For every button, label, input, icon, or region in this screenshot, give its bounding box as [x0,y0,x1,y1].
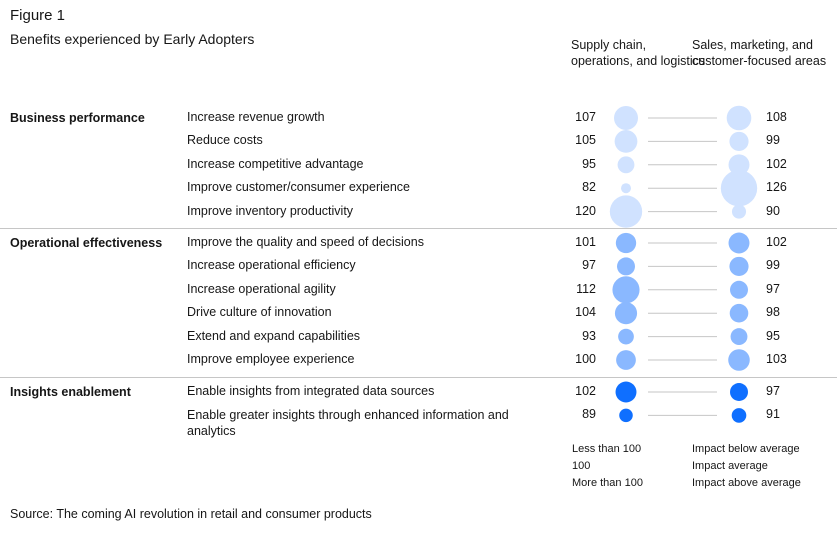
bubble-right [720,170,758,207]
value-right: 103 [766,352,787,366]
group-separator [0,228,837,229]
value-right: 97 [766,281,780,296]
bubble-left [614,302,638,325]
value-right: 95 [766,328,780,343]
row-label: Increase operational agility [187,281,336,296]
column-header-sales-marketing: Sales, marketing, and customer-focused a… [692,38,827,68]
bubble-left [609,195,643,228]
value-left: 104 [575,305,596,320]
row-label: Increase revenue growth [187,110,325,124]
row-label: Improve employee experience [187,352,355,366]
legend-size-equal: 100 [572,460,591,472]
row-label: Improve inventory productivity [187,203,354,218]
value-left: 82 [582,180,596,195]
bubble-left [617,257,635,276]
bubble-right [731,408,747,423]
source-note: Source: The coming AI revolution in reta… [10,507,372,521]
value-right: 91 [766,407,780,422]
row-label: Improve the quality and speed of decisio… [187,235,424,249]
legend-impact-below: Impact below average [692,443,800,455]
bubble-left [614,130,638,153]
group-separator [0,377,837,378]
row-label: Reduce costs [187,133,263,148]
group-label: Operational effectiveness [10,236,163,250]
legend-impact-average: Impact average [692,460,768,472]
bubble-right [728,154,750,176]
value-left: 89 [582,407,596,422]
value-right: 99 [766,258,780,273]
value-right: 102 [766,235,787,249]
bubble-right [729,131,749,151]
bubble-left [616,350,636,370]
bubble-right [728,232,750,254]
bubble-left [615,232,637,254]
bubble-left [617,156,635,174]
row-label: Extend and expand capabilities [187,328,361,343]
legend-impact-above: Impact above average [692,477,801,489]
bubble-left [614,106,638,130]
value-right: 90 [766,203,780,218]
figure-label: Figure 1 [10,7,66,24]
row-label: Increase operational efficiency [187,258,356,273]
row-label: Improve customer/consumer experience [187,180,411,195]
bubble-right [729,303,749,323]
bubble-right [730,280,748,299]
value-right: 108 [766,110,787,124]
value-left: 120 [575,203,596,218]
row-label: Enable greater insights through enhanced… [187,408,509,439]
column-header-supply-chain: Supply chain, operations, and logistics [571,38,706,68]
bubble-left [619,408,633,423]
value-left: 97 [582,258,596,273]
value-right: 97 [766,384,780,398]
group-label: Business performance [10,111,145,125]
chart-title: Benefits experienced by Early Adopters [10,31,255,47]
legend-size-less: Less than 100 [572,443,642,455]
value-right: 102 [766,156,787,171]
value-left: 112 [576,281,596,296]
value-left: 107 [575,110,596,124]
value-left: 101 [575,235,596,249]
bubble-right [730,383,748,401]
value-right: 99 [766,133,780,148]
legend-size-more: More than 100 [572,477,643,489]
bubble-right [729,256,749,276]
value-left: 102 [575,384,596,398]
row-label: Drive culture of innovation [187,305,332,320]
bubble-left [612,276,640,304]
value-left: 95 [582,156,596,171]
value-left: 93 [582,328,596,343]
bubble-right [731,204,747,219]
row-label: Enable insights from integrated data sou… [187,384,435,398]
value-left: 105 [575,133,596,148]
value-right: 126 [766,180,787,195]
bubble-left [621,183,631,194]
bubble-right [730,328,748,346]
value-left: 100 [575,352,596,366]
bubble-left [615,381,637,403]
bubble-left [618,328,634,345]
value-right: 98 [766,305,780,320]
group-label: Insights enablement [10,385,131,399]
row-label: Increase competitive advantage [187,156,364,171]
bubble-right [726,105,752,131]
bubble-right [728,349,750,371]
